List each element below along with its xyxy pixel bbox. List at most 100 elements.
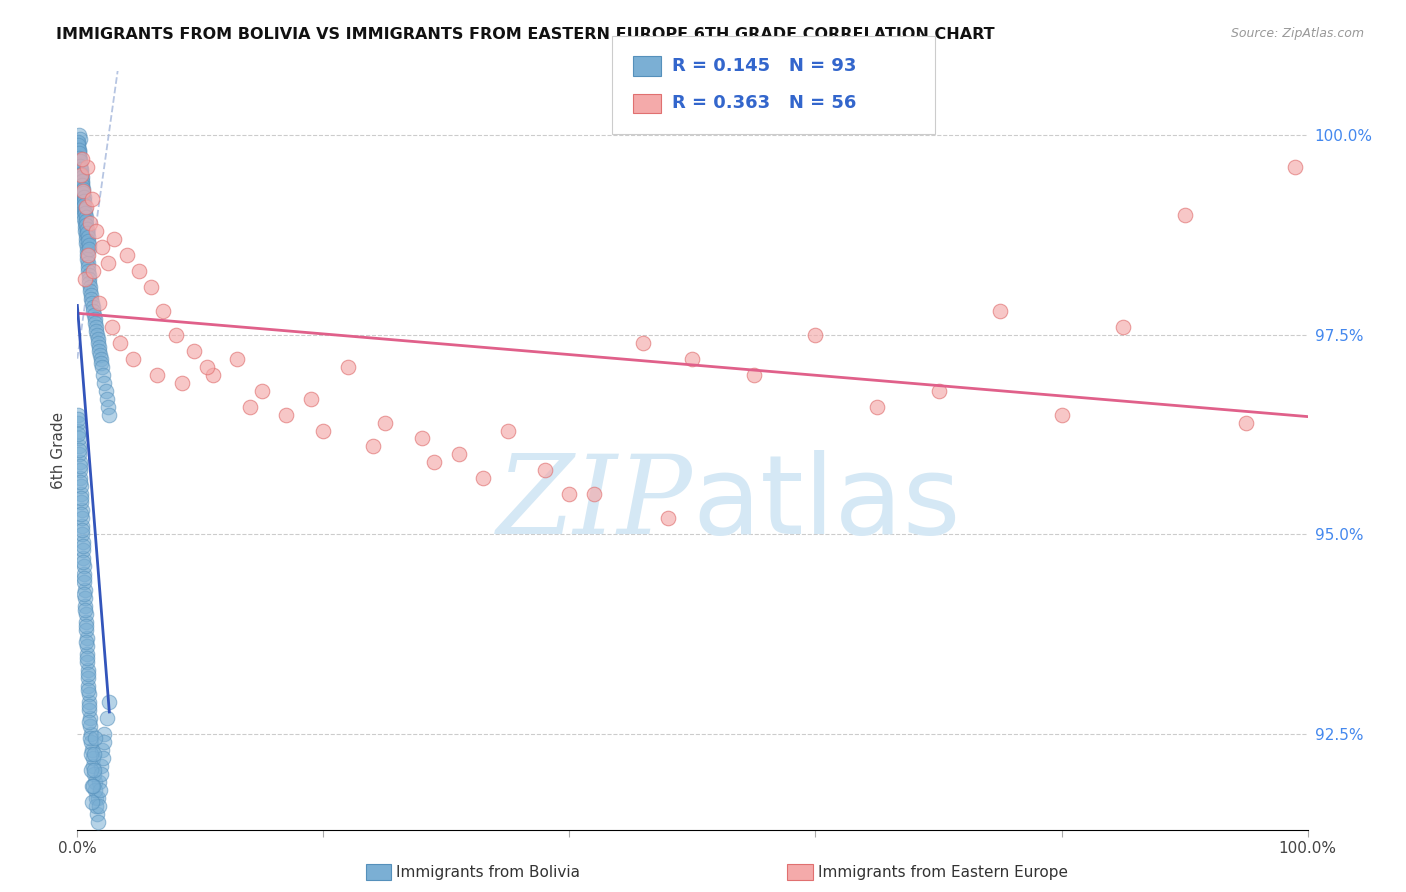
Point	[633, 335, 655, 350]
Point	[82, 303, 104, 318]
Point	[299, 392, 322, 406]
Point	[84, 731, 107, 745]
Point	[73, 559, 96, 574]
Point	[79, 714, 101, 729]
Point	[67, 424, 90, 438]
Point	[76, 639, 98, 653]
Point	[70, 508, 93, 522]
Point	[866, 400, 889, 414]
Point	[534, 463, 557, 477]
Point	[76, 160, 98, 174]
Point	[1112, 319, 1135, 334]
Point	[83, 763, 105, 777]
Point	[96, 392, 118, 406]
Point	[165, 327, 187, 342]
Point	[67, 144, 90, 158]
Point	[73, 204, 96, 219]
Point	[86, 814, 108, 829]
Point	[77, 242, 100, 256]
Point	[80, 735, 103, 749]
Text: Source: ZipAtlas.com: Source: ZipAtlas.com	[1230, 27, 1364, 40]
Text: Immigrants from Eastern Europe: Immigrants from Eastern Europe	[818, 865, 1069, 880]
Point	[988, 303, 1011, 318]
Point	[84, 319, 107, 334]
Point	[77, 264, 100, 278]
Point	[66, 408, 89, 422]
Point	[472, 471, 495, 485]
Point	[79, 731, 101, 745]
Point	[75, 200, 97, 214]
Point	[67, 440, 90, 454]
Point	[80, 727, 103, 741]
Point	[70, 176, 93, 190]
Point	[67, 148, 90, 162]
Point	[76, 222, 98, 236]
Text: ZIP: ZIP	[496, 450, 693, 558]
Point	[90, 240, 114, 254]
Point	[67, 143, 90, 157]
Point	[72, 184, 94, 198]
Point	[80, 763, 103, 777]
Point	[73, 216, 96, 230]
Point	[82, 779, 104, 793]
Point	[73, 591, 96, 606]
Point	[73, 202, 96, 216]
Point	[70, 511, 93, 525]
Point	[67, 427, 90, 442]
Point	[87, 335, 110, 350]
Point	[83, 766, 105, 780]
Point	[73, 272, 96, 286]
Point	[94, 384, 117, 398]
Point	[67, 432, 90, 446]
Point	[657, 511, 679, 525]
Point	[69, 463, 91, 477]
Point	[72, 539, 94, 553]
Point	[87, 340, 110, 354]
Point	[76, 248, 98, 262]
Point	[96, 711, 118, 725]
Point	[67, 145, 90, 160]
Point	[80, 292, 103, 306]
Point	[87, 798, 110, 813]
Point	[75, 224, 97, 238]
Point	[183, 343, 205, 358]
Point	[73, 567, 96, 582]
Point	[496, 424, 519, 438]
Point	[69, 153, 91, 168]
Point	[70, 495, 93, 509]
Point	[70, 503, 93, 517]
Point	[82, 300, 104, 314]
Point	[682, 351, 704, 366]
Point	[76, 252, 98, 266]
Point	[86, 327, 108, 342]
Text: atlas: atlas	[693, 450, 960, 557]
Point	[128, 264, 150, 278]
Point	[77, 671, 100, 685]
Point	[89, 774, 111, 789]
Point	[361, 440, 384, 454]
Point	[66, 136, 89, 151]
Point	[77, 268, 100, 282]
Point	[70, 169, 93, 184]
Point	[583, 487, 606, 501]
Point	[76, 256, 98, 270]
Point	[75, 619, 97, 633]
Point	[70, 184, 93, 198]
Point	[742, 368, 765, 382]
Point	[447, 447, 470, 461]
Point	[75, 227, 97, 242]
Point	[91, 368, 114, 382]
Point	[79, 280, 101, 294]
Point	[152, 303, 174, 318]
Point	[73, 575, 96, 590]
Point	[82, 758, 104, 772]
Point	[75, 214, 97, 228]
Y-axis label: 6th Grade: 6th Grade	[51, 412, 66, 489]
Point	[89, 343, 111, 358]
Point	[70, 174, 93, 188]
Point	[72, 535, 94, 549]
Point	[72, 186, 94, 200]
Point	[70, 172, 93, 186]
Point	[558, 487, 581, 501]
Point	[77, 238, 100, 252]
